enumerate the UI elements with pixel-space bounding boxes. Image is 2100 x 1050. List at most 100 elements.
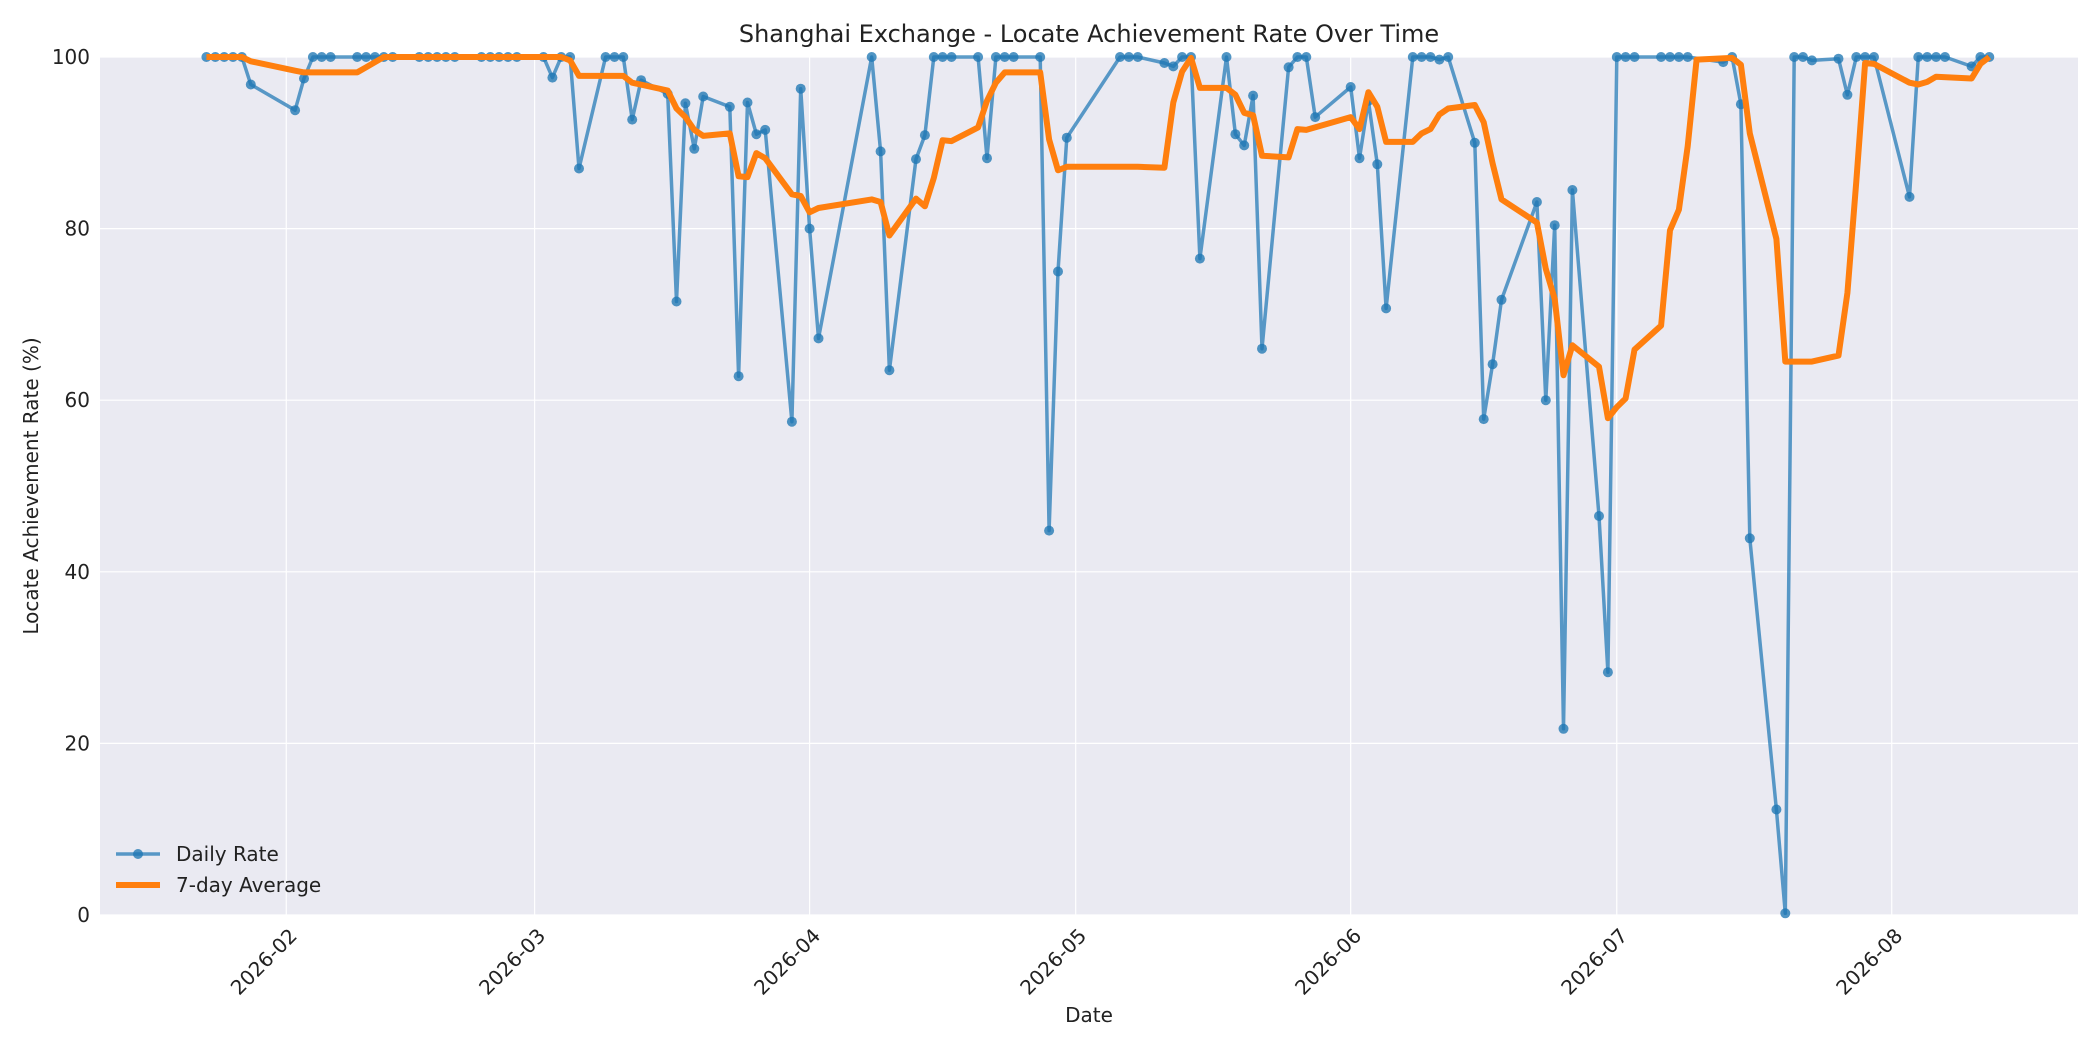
- daily-rate-point: [1869, 52, 1879, 62]
- daily-rate-point: [698, 91, 709, 102]
- daily-rate-point: [1789, 52, 1800, 62]
- daily-rate-point: [1540, 395, 1551, 406]
- daily-rate-point: [1629, 52, 1640, 62]
- daily-rate-point: [325, 52, 336, 62]
- daily-rate-point: [1744, 533, 1755, 544]
- daily-rate-point: [1904, 191, 1915, 202]
- daily-rate-point: [1922, 52, 1933, 62]
- daily-rate-point: [1310, 112, 1321, 123]
- legend: Daily Rate 7-day Average: [116, 842, 321, 897]
- daily-rate-point: [689, 143, 700, 154]
- legend-label-7-day-average: 7-day Average: [176, 873, 321, 897]
- daily-rate-point: [875, 146, 886, 157]
- daily-rate-point: [1248, 90, 1259, 101]
- daily-rate-point: [1531, 197, 1542, 207]
- daily-rate-point: [1549, 220, 1560, 231]
- daily-rate-point: [1806, 55, 1817, 66]
- daily-rate-point: [884, 365, 895, 376]
- daily-rate-point: [1487, 359, 1498, 370]
- daily-rate-point: [1354, 153, 1365, 164]
- daily-rate-point: [1283, 62, 1294, 73]
- daily-rate-point: [1345, 82, 1356, 92]
- daily-rate-point: [982, 153, 992, 164]
- daily-rate-point: [751, 129, 762, 140]
- daily-rate-point: [1159, 58, 1170, 68]
- grid: [100, 56, 2078, 916]
- daily-rate-point: [1478, 414, 1489, 425]
- daily-rate-point: [1123, 52, 1134, 62]
- y-axis-label: Locate Achievement Rate (%): [19, 337, 43, 634]
- daily-rate-point: [1682, 52, 1693, 62]
- daily-rate-point: [1798, 52, 1808, 62]
- y-tick-label: 100: [52, 45, 90, 69]
- daily-rate-point: [733, 371, 744, 382]
- daily-rate-point: [1132, 52, 1143, 62]
- daily-rate-point: [1594, 511, 1604, 521]
- daily-rate-point: [1931, 52, 1942, 62]
- daily-rate-point: [1567, 185, 1578, 195]
- daily-rate-point: [316, 52, 327, 62]
- daily-rate-point: [307, 52, 318, 62]
- daily-rate-point: [1611, 52, 1622, 62]
- y-tick-label: 60: [65, 388, 90, 412]
- daily-rate-point: [1913, 52, 1924, 62]
- daily-rate-point: [352, 52, 363, 62]
- daily-rate-point: [928, 52, 939, 62]
- daily-rate-point: [786, 416, 797, 427]
- daily-rate-point: [1416, 52, 1427, 62]
- daily-rate-point: [574, 163, 584, 174]
- daily-rate-point: [813, 333, 824, 344]
- daily-rate-point: [1257, 343, 1267, 354]
- daily-rate-point: [1860, 52, 1871, 62]
- daily-rate-point: [742, 97, 753, 108]
- daily-rate-point: [1851, 52, 1862, 62]
- daily-rate-point: [1602, 667, 1613, 678]
- series-7-day-average: [206, 54, 1992, 422]
- daily-rate-point: [999, 52, 1010, 62]
- daily-rate-point: [1665, 52, 1675, 62]
- daily-rate-point: [937, 52, 948, 62]
- y-tick-label: 40: [65, 560, 90, 584]
- daily-rate-point: [1053, 266, 1063, 277]
- legend-label-daily-rate: Daily Rate: [176, 842, 279, 866]
- daily-rate-point: [911, 154, 921, 165]
- daily-rate-point: [1434, 54, 1445, 65]
- daily-rate-point: [1221, 52, 1232, 62]
- daily-rate-point: [680, 98, 691, 109]
- daily-rate-point: [618, 52, 629, 62]
- x-axis-label: Date: [1065, 1003, 1113, 1027]
- daily-rate-point: [1292, 52, 1303, 62]
- daily-rate-point: [919, 130, 930, 141]
- y-tick-label: 0: [77, 903, 90, 927]
- daily-rate-point: [1381, 303, 1392, 314]
- daily-rate-point: [600, 52, 611, 62]
- daily-rate-point: [1301, 52, 1312, 62]
- daily-rate-point: [361, 52, 372, 62]
- legend-marker-daily-rate: [133, 849, 143, 859]
- plot-area: [100, 57, 2078, 915]
- daily-rate-point: [1833, 53, 1844, 64]
- daily-rate-point: [973, 52, 984, 62]
- daily-rate-point: [1407, 52, 1418, 62]
- daily-rate-point: [1061, 132, 1072, 143]
- daily-rate-point: [1496, 294, 1507, 305]
- daily-rate-point: [1239, 140, 1250, 151]
- daily-rate-point: [1425, 52, 1436, 62]
- daily-rate-point: [627, 114, 638, 125]
- daily-rate-point: [760, 124, 771, 135]
- daily-rate-point: [724, 101, 735, 112]
- daily-rate-point: [290, 105, 301, 116]
- daily-rate-point: [990, 52, 1001, 62]
- chart-title: Shanghai Exchange - Locate Achievement R…: [739, 20, 1439, 48]
- daily-rate-point: [1940, 52, 1950, 62]
- daily-rate-point: [1842, 89, 1853, 100]
- daily-rate-point: [1177, 52, 1188, 62]
- daily-rate-point: [671, 296, 682, 307]
- daily-rate-point: [1194, 253, 1205, 264]
- daily-rate-point: [1168, 61, 1179, 72]
- daily-rate-point: [1656, 52, 1667, 62]
- daily-rate-point: [609, 52, 620, 62]
- daily-rate-point: [804, 223, 815, 234]
- daily-rate-point: [1044, 525, 1055, 536]
